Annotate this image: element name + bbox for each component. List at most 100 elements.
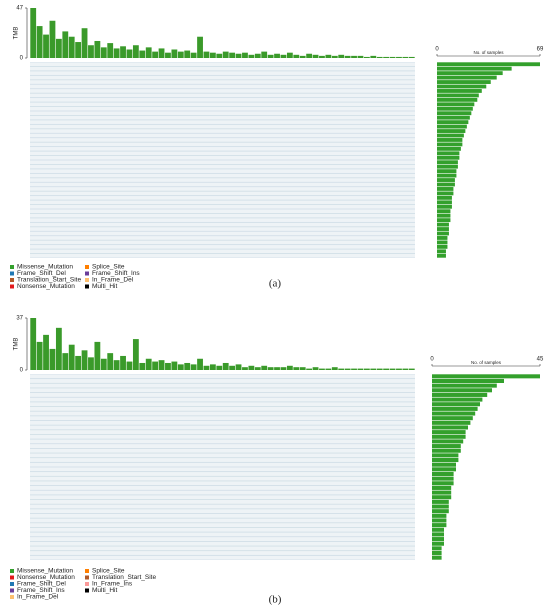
tmb-bar <box>299 55 306 58</box>
legend-label: Frame_Shift_Ins <box>17 587 65 594</box>
sample-bar <box>437 93 479 98</box>
tmb-bar <box>145 358 152 370</box>
matrix-row <box>30 472 415 476</box>
sample-bar <box>432 434 466 439</box>
legend-swatch <box>85 271 89 276</box>
matrix-row <box>30 173 415 178</box>
legend-label: Splice_Site <box>92 568 125 575</box>
y-tick-label: 0 <box>20 368 24 374</box>
legend-swatch <box>10 284 14 289</box>
sample-bar <box>437 111 472 116</box>
matrix-row <box>30 253 415 258</box>
legend-label: Translation_Start_Site <box>17 277 81 284</box>
matrix-row <box>30 111 415 116</box>
legend-label: In_Frame_Ins <box>92 581 133 588</box>
tmb-bar <box>312 367 319 370</box>
sample-bar <box>432 388 492 393</box>
sample-bar <box>432 555 442 560</box>
sample-bar <box>437 80 491 84</box>
tmb-bar <box>197 36 203 58</box>
sample-bar <box>432 444 461 449</box>
matrix-row <box>30 448 415 453</box>
tmb-bar <box>331 55 338 58</box>
tmb-bar <box>62 31 69 58</box>
tmb-bar <box>177 51 184 58</box>
tmb-bar <box>254 367 261 370</box>
tmb-bar <box>55 38 62 58</box>
tmb-bar <box>75 42 82 58</box>
y-tick-label: 47 <box>16 6 23 12</box>
sample-bar <box>437 204 452 209</box>
matrix-row <box>30 191 415 196</box>
matrix-row <box>30 196 415 200</box>
matrix-row <box>30 439 415 444</box>
tmb-bar <box>36 26 43 58</box>
matrix-row <box>30 425 415 430</box>
sample-bar <box>437 75 497 80</box>
tmb-bar <box>376 368 383 370</box>
sample-bar <box>432 392 488 397</box>
tmb-bar <box>190 364 197 370</box>
matrix-row <box>30 411 415 416</box>
matrix-row <box>30 80 415 84</box>
matrix-row <box>30 504 415 509</box>
tmb-bar <box>293 367 300 370</box>
tmb-bar <box>139 50 146 58</box>
matrix-row <box>30 481 415 486</box>
matrix-row <box>30 231 415 236</box>
x-tick-label: 69 <box>537 47 544 53</box>
sample-bar <box>432 397 483 402</box>
sample-bar <box>432 551 442 556</box>
sample-bar <box>437 227 449 231</box>
sample-bar <box>437 178 455 182</box>
sample-bar <box>432 471 454 476</box>
sample-bar <box>437 253 446 258</box>
matrix-row <box>30 102 415 107</box>
tmb-bar <box>261 51 268 58</box>
sample-bar <box>437 97 478 102</box>
legend-label: Multi_Hit <box>92 283 117 290</box>
sample-bar <box>432 462 456 467</box>
sample-bar <box>437 182 455 187</box>
matrix-row <box>30 84 415 89</box>
legend-swatch <box>85 284 89 289</box>
tmb-bar <box>36 341 43 370</box>
legend-label: Nonsense_Mutation <box>17 574 75 581</box>
sample-bar <box>437 102 475 107</box>
tmb-bar <box>331 367 338 370</box>
sample-bar <box>432 490 452 495</box>
matrix-row <box>30 458 415 462</box>
tmb-bar <box>242 52 248 58</box>
tmb-bar <box>165 362 171 370</box>
tmb-bar <box>126 361 133 370</box>
tmb-title: TMB <box>14 338 20 351</box>
sample-bar <box>437 151 460 156</box>
tmb-bar <box>325 368 332 370</box>
tmb-bar <box>171 361 178 370</box>
tmb-bar <box>216 365 223 370</box>
sample-bar <box>437 195 452 200</box>
legend-swatch <box>85 588 89 593</box>
x-tick-label: 0 <box>430 357 434 363</box>
tmb-bar <box>383 56 390 58</box>
tmb-bar <box>68 36 75 58</box>
tmb-bar <box>203 51 210 58</box>
matrix-row <box>30 147 415 151</box>
tmb-bar <box>158 48 165 58</box>
tmb-bar <box>408 368 415 370</box>
sample-bar <box>437 160 458 165</box>
matrix-row <box>30 467 415 472</box>
tmb-bar <box>338 54 345 58</box>
legend-label: Multi_Hit <box>92 587 117 594</box>
legend-label: Missense_Mutation <box>17 568 73 575</box>
matrix-row <box>30 374 415 379</box>
sample-bar <box>432 467 456 472</box>
tmb-bar <box>75 355 82 370</box>
sample-bar <box>437 84 487 89</box>
legend-swatch <box>10 582 14 586</box>
samples-title: No. of samples <box>473 50 504 55</box>
tmb-bar <box>100 358 107 370</box>
tmb-bar <box>88 45 94 58</box>
tmb-bar <box>408 56 415 58</box>
sample-bar <box>432 513 447 518</box>
